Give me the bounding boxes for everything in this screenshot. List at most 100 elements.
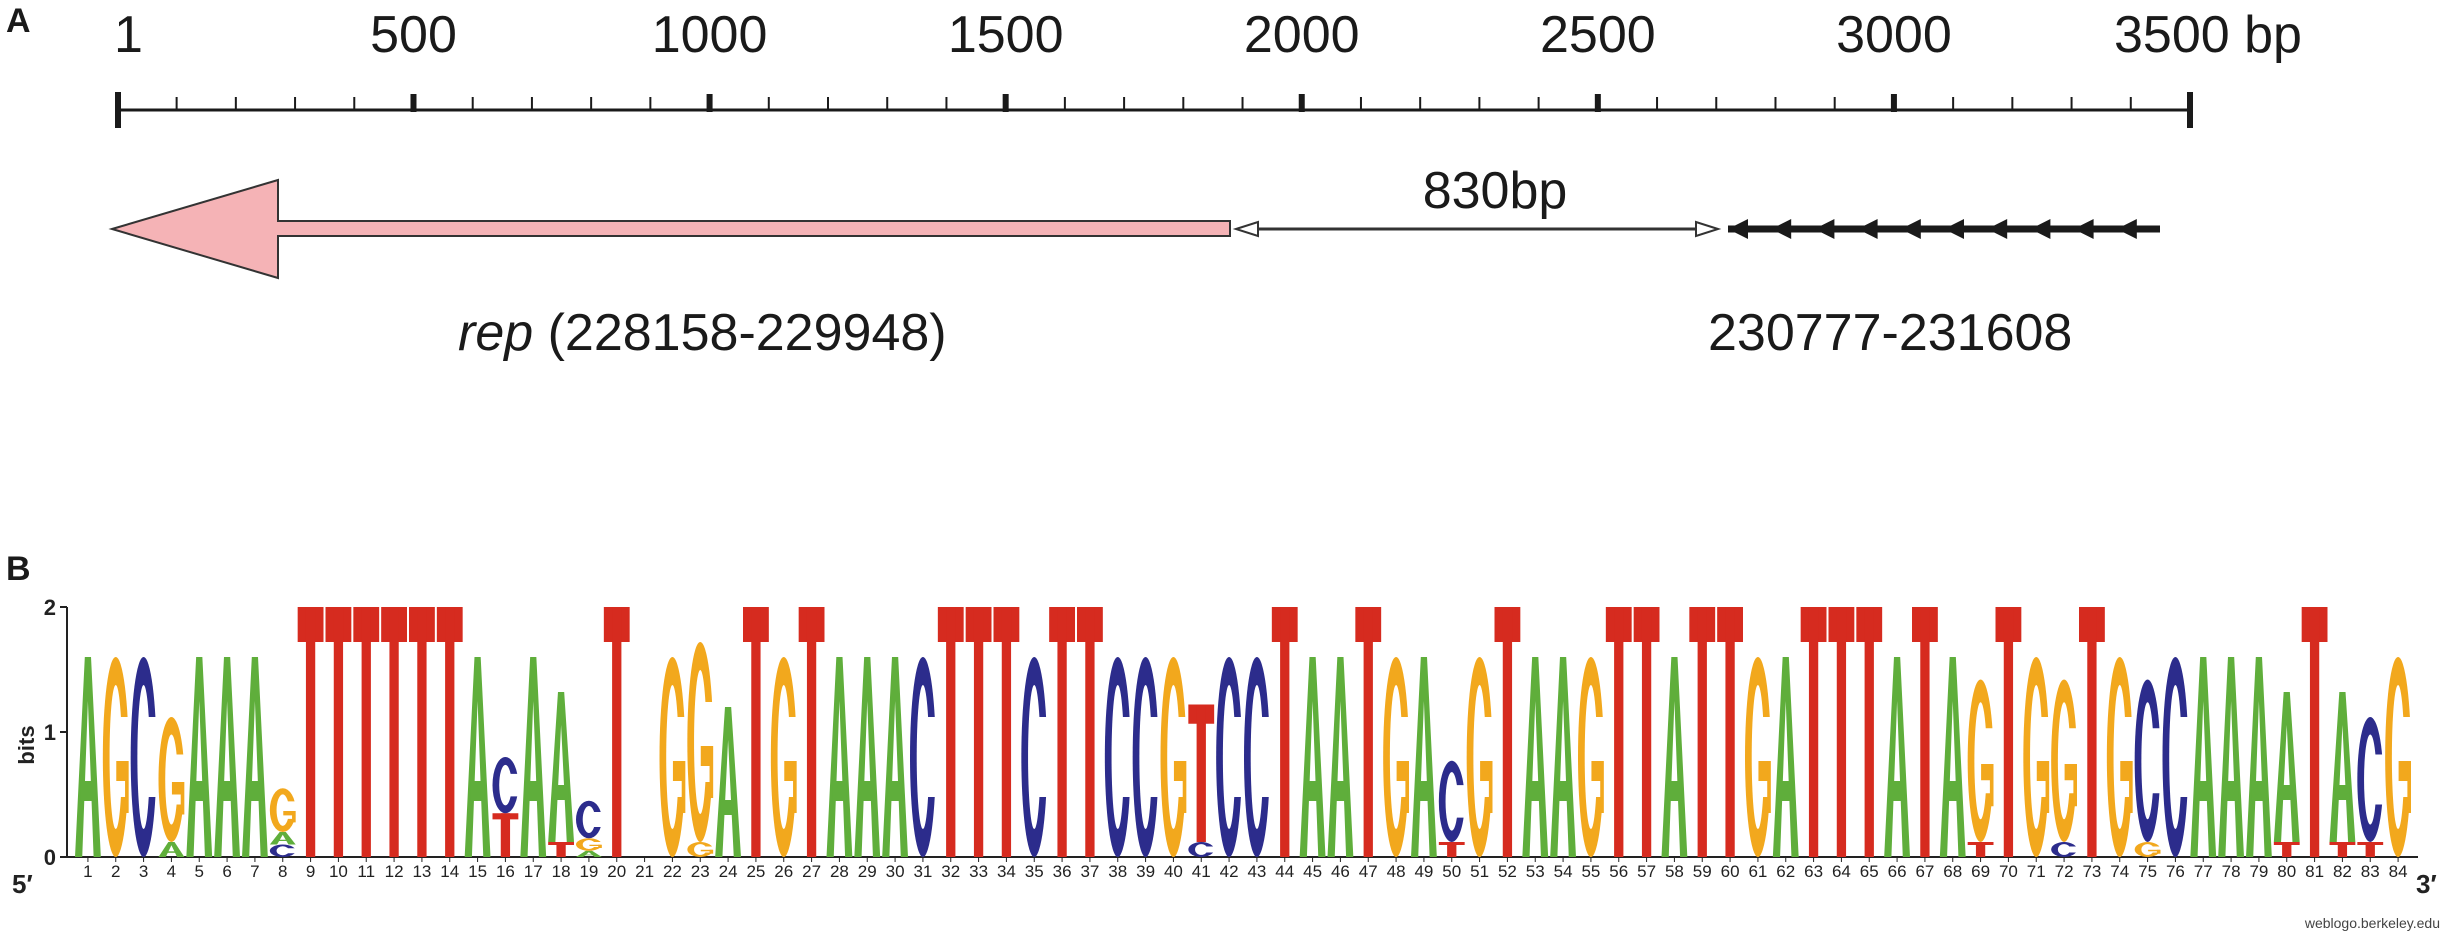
logo-position-number: 82: [2333, 862, 2352, 881]
logo-letter-c: [910, 657, 937, 857]
repeat-arrowhead: [1771, 219, 1792, 239]
logo-letter-a: [548, 692, 574, 842]
logo-letter-g: [102, 657, 130, 857]
logo-letter-t: [1077, 607, 1103, 857]
ruler-tick-label: 1: [114, 6, 143, 64]
repeat-arrowhead: [2073, 219, 2094, 239]
logo-position-number: 11: [357, 862, 375, 881]
logo-position-number: 83: [2361, 862, 2380, 881]
logo-letter-t: [548, 842, 574, 857]
logo-letter-t: [1828, 607, 1855, 857]
logo-letter-g: [1466, 657, 1494, 857]
logo-letter-c: [269, 844, 297, 857]
logo-position-number: 21: [635, 862, 654, 881]
logo-position-number: 59: [1693, 862, 1712, 881]
logo-letter-t: [353, 607, 380, 857]
logo-position-number: 19: [579, 862, 598, 881]
logo-letter-a: [2329, 692, 2356, 842]
logo-letter-c: [2162, 657, 2189, 857]
logo-position-number: 20: [607, 862, 626, 881]
logo-letter-a: [2246, 657, 2272, 857]
logo-y-axis-label: bits: [14, 725, 39, 764]
logo-position-number: 37: [1080, 862, 1099, 881]
logo-position-number: 29: [858, 862, 877, 881]
logo-letter-t: [2301, 607, 2328, 857]
logo-position-number: 50: [1442, 862, 1461, 881]
logo-letter-t: [798, 607, 825, 857]
logo-letter-t: [325, 607, 352, 857]
logo-letter-t: [1995, 607, 2022, 857]
logo-position-number: 25: [746, 862, 765, 881]
rep-gene-label: rep (228158-229948): [458, 304, 947, 362]
ruler-major-ticks: [115, 92, 2193, 128]
logo-position-number: 57: [1637, 862, 1656, 881]
logo-letter-t: [993, 607, 1020, 857]
logo-letter-t: [965, 607, 992, 857]
logo-position-number: 30: [886, 862, 905, 881]
logo-position-number: 42: [1220, 862, 1239, 881]
spacer-left-arrowhead: [1232, 220, 1259, 238]
logo-letter-a: [75, 657, 101, 857]
logo-letter-t: [1689, 607, 1716, 857]
logo-letter-t: [409, 607, 435, 857]
logo-position-number: 43: [1247, 862, 1266, 881]
logo-position-number: 64: [1832, 862, 1851, 881]
rep-gene-space: [533, 304, 547, 362]
logo-letter-a: [1772, 657, 1799, 857]
logo-position-number: 47: [1359, 862, 1378, 881]
logo-position-number: 63: [1804, 862, 1823, 881]
logo-position-number: 17: [524, 862, 543, 881]
logo-letter-c: [1132, 657, 1160, 857]
logo-position-number: 70: [1999, 862, 2018, 881]
logo-letter-a: [1299, 657, 1326, 857]
ruler-tick-label: 3500 bp: [2114, 6, 2302, 64]
logo-letter-g: [659, 657, 686, 857]
logo-y-tick-label-0: 0: [44, 845, 56, 870]
ruler-tick-label: 1000: [652, 6, 768, 64]
logo-letter-a: [158, 842, 185, 857]
logo-letter-t: [1355, 607, 1382, 857]
logo-letter-g: [2023, 657, 2050, 857]
ruler-major-tick: [706, 94, 713, 112]
logo-letter-t: [1800, 607, 1827, 857]
logo-position-number: 38: [1108, 862, 1127, 881]
logo-y-tick-label-1: 1: [44, 720, 56, 745]
logo-letter-t: [297, 607, 324, 857]
logo-letter-c: [1021, 657, 1048, 857]
logo-position-number: 10: [329, 862, 348, 881]
logo-position-number: 69: [1971, 862, 1990, 881]
logo-position-number: 65: [1860, 862, 1879, 881]
logo-position-number: 2: [111, 862, 120, 881]
repeat-arrowhead: [1857, 219, 1878, 239]
logo-position-number: 24: [719, 862, 738, 881]
logo-position-number: 44: [1275, 862, 1294, 881]
ruler-tick-label: 2000: [1244, 6, 1360, 64]
logo-letter-c: [576, 800, 603, 839]
logo-position-number: 1: [83, 862, 92, 881]
logo-position-number: 16: [496, 862, 515, 881]
logo-letter-a: [1411, 657, 1437, 857]
logo-position-number: 49: [1414, 862, 1433, 881]
logo-position-number: 84: [2389, 862, 2408, 881]
logo-letter-a: [1522, 657, 1549, 857]
ruler-minor-ticks: [175, 97, 2132, 111]
logo-letter-a: [882, 657, 908, 857]
ruler-major-tick: [1594, 94, 1601, 112]
logo-letter-g: [770, 657, 798, 857]
rep-gene-arrow: [108, 178, 1231, 280]
logo-letter-g: [1383, 657, 1410, 857]
logo-letter-t: [1605, 607, 1632, 857]
logo-y-tick-label-2: 2: [44, 595, 56, 620]
logo-position-number: 72: [2055, 862, 2074, 881]
logo-letter-stacks: [75, 607, 2412, 857]
ruler-major-tick: [1890, 94, 1897, 112]
logo-position-number: 31: [913, 862, 932, 881]
logo-position-number: 13: [412, 862, 431, 881]
logo-letter-g: [1967, 679, 1995, 842]
logo-position-number: 60: [1721, 862, 1740, 881]
ruler-tick-label: 500: [370, 6, 457, 64]
logo-position-number: 9: [306, 862, 315, 881]
three-prime-label: 3′: [2416, 869, 2437, 899]
logo-position-number: 81: [2305, 862, 2324, 881]
